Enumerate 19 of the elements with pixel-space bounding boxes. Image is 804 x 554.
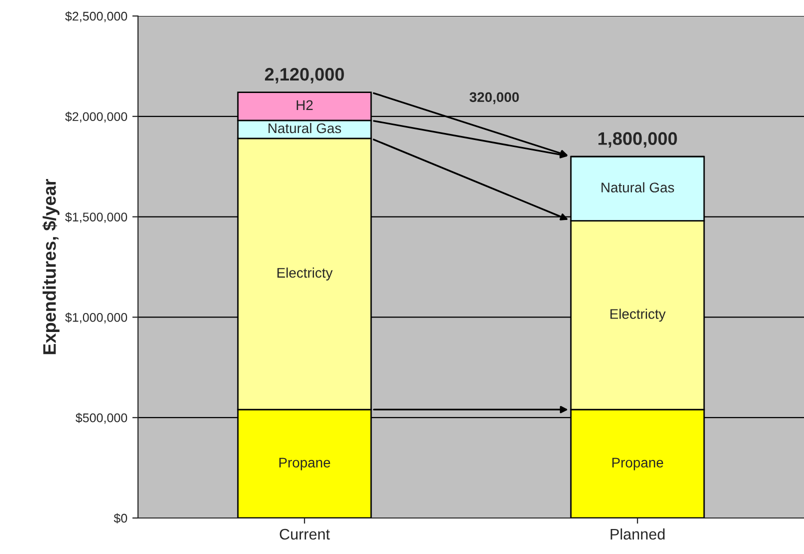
series-label: Electricty <box>277 268 333 280</box>
text: Propane <box>612 458 664 470</box>
series-label: Natural Gas <box>268 122 342 134</box>
text: Natural Gas <box>602 182 674 192</box>
x-tick-label: Planned <box>610 528 665 540</box>
y-axis-title: Expenditures, $/year <box>42 178 60 354</box>
text: Electricty <box>610 308 666 322</box>
series-label: Propane <box>279 458 330 470</box>
y-tick-label: $1,500,000 <box>65 212 128 223</box>
annotation: 320,000 <box>470 92 519 104</box>
total-label: 1,800,000 <box>598 132 677 148</box>
y-tick-label: $2,500,000 <box>65 11 128 22</box>
y-tick-label: $2,000,000 <box>65 112 128 123</box>
series-label: H2 <box>296 100 313 110</box>
x-tick-label: Current <box>280 528 330 540</box>
total-label: 2,120,000 <box>264 68 344 84</box>
y-tick-label: $500,000 <box>76 412 128 424</box>
y-tick-label: $1,000,000 <box>65 312 128 324</box>
y-tick-label: $0 <box>114 513 128 524</box>
